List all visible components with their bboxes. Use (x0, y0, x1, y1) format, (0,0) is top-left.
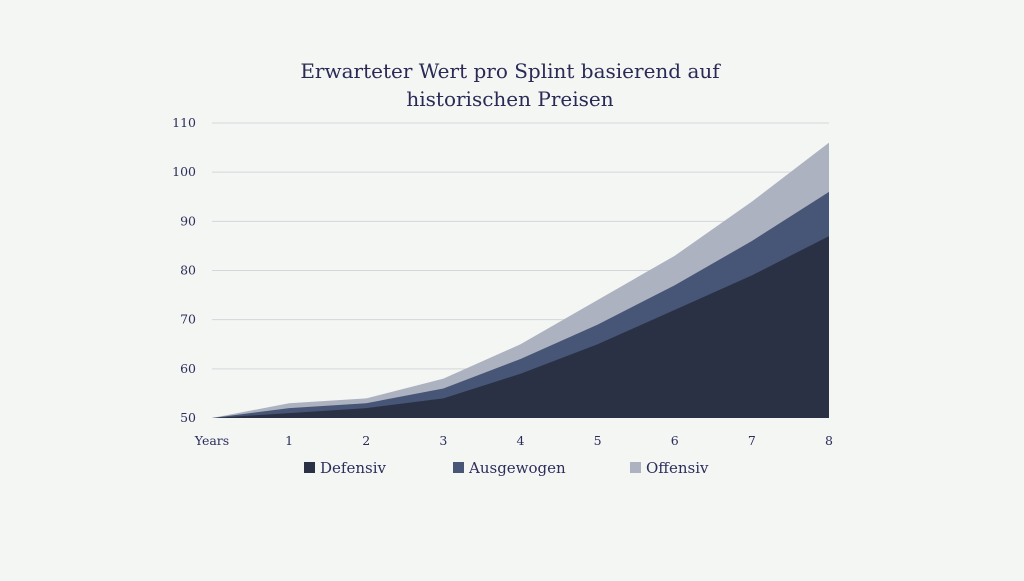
y-tick-label-90: 90 (180, 213, 196, 228)
y-tick-label-110: 110 (172, 115, 196, 130)
area-defensiv (212, 236, 829, 418)
chart-title-line-1: Erwarteter Wert pro Splint basierend auf (300, 59, 721, 83)
x-tick-label-3: 3 (439, 433, 447, 448)
x-tick-label-4: 4 (517, 433, 525, 448)
legend-item-offensiv: Offensiv (630, 459, 709, 477)
y-tick-label-70: 70 (180, 312, 196, 327)
legend-item-ausgewogen: Ausgewogen (453, 459, 566, 477)
legend-label-ausgewogen: Ausgewogen (468, 459, 566, 477)
chart-title: Erwarteter Wert pro Splint basierend auf… (300, 59, 721, 111)
y-axis-ticks: 50 60 70 80 90 100 110 (172, 115, 196, 425)
legend-swatch-offensiv (630, 462, 641, 473)
x-tick-label-7: 7 (748, 433, 756, 448)
y-tick-label-50: 50 (180, 410, 196, 425)
legend-swatch-ausgewogen (453, 462, 464, 473)
legend: Defensiv Ausgewogen Offensiv (304, 459, 709, 477)
legend-swatch-defensiv (304, 462, 315, 473)
x-tick-label-2: 2 (362, 433, 370, 448)
legend-label-defensiv: Defensiv (320, 459, 386, 477)
x-tick-label-0: Years (194, 433, 229, 448)
x-tick-label-5: 5 (594, 433, 602, 448)
x-tick-label-6: 6 (671, 433, 679, 448)
x-tick-label-1: 1 (285, 433, 293, 448)
y-tick-label-100: 100 (172, 164, 196, 179)
x-axis-ticks: Years 1 2 3 4 5 6 7 8 (194, 433, 833, 448)
x-tick-label-8: 8 (825, 433, 833, 448)
legend-item-defensiv: Defensiv (304, 459, 386, 477)
y-tick-label-60: 60 (180, 361, 196, 376)
area-layers (212, 142, 829, 418)
chart-title-line-2: historischen Preisen (406, 87, 613, 111)
legend-label-offensiv: Offensiv (646, 459, 709, 477)
y-tick-label-80: 80 (180, 263, 196, 278)
